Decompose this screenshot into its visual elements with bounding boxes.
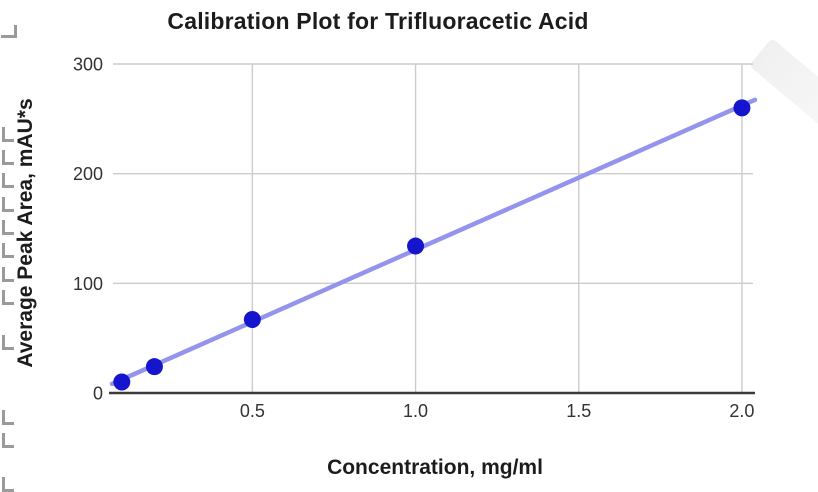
y-tick-label: 100 <box>73 274 103 294</box>
x-tick-label: 1.0 <box>403 401 428 421</box>
x-tick-label: 1.5 <box>566 401 591 421</box>
corner-mark-artifact <box>1 25 17 38</box>
l-mark-artifact <box>2 197 14 212</box>
x-tick-label: 0.5 <box>240 401 265 421</box>
x-axis-title: Concentration, mg/ml <box>327 456 543 479</box>
data-point <box>145 358 163 376</box>
data-point <box>243 311 261 329</box>
l-mark-artifact <box>2 335 14 350</box>
l-mark-artifact <box>2 433 14 448</box>
l-mark-artifact <box>2 410 14 425</box>
l-mark-artifact <box>2 243 14 258</box>
x-tick-label: 2.0 <box>729 401 754 421</box>
y-tick-label: 0 <box>93 384 103 404</box>
l-mark-artifact <box>2 267 14 282</box>
y-tick-label: 200 <box>73 164 103 184</box>
data-point <box>733 99 751 117</box>
chart-title: Calibration Plot for Trifluoracetic Acid <box>167 8 589 34</box>
l-mark-artifact <box>2 220 14 235</box>
l-mark-artifact <box>2 127 14 142</box>
l-mark-artifact <box>2 290 14 305</box>
trendline <box>109 97 758 387</box>
l-mark-artifact <box>2 150 14 165</box>
data-point <box>407 237 425 255</box>
l-mark-artifact <box>2 173 14 188</box>
data-point <box>113 373 131 391</box>
y-tick-label: 300 <box>73 55 103 75</box>
